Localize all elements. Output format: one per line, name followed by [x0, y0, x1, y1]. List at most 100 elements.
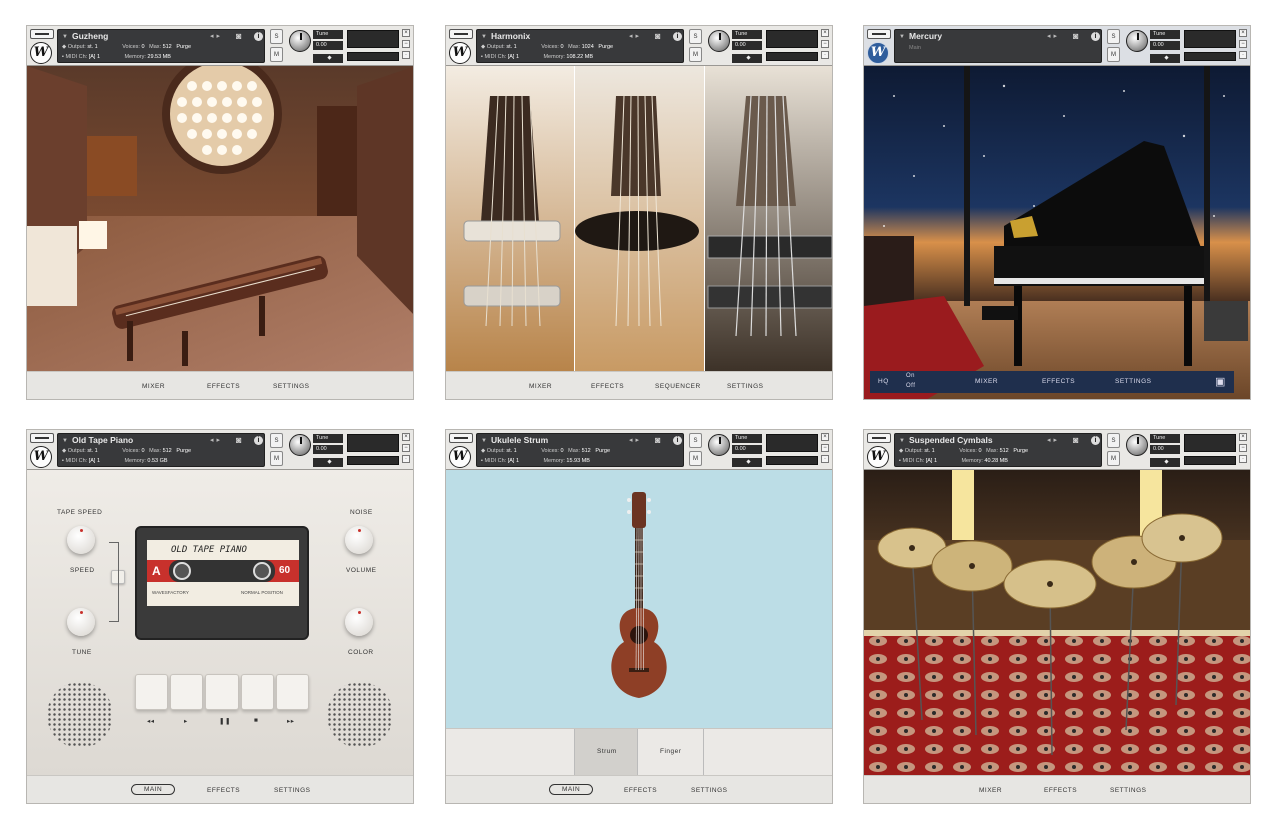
midi-channel[interactable]: [A] 1: [88, 458, 101, 464]
tune-knob[interactable]: [1126, 30, 1148, 52]
hq-on-option[interactable]: On: [906, 373, 916, 379]
instrument-nav-arrows-icon[interactable]: ◂▸: [629, 437, 643, 444]
solo-button[interactable]: S: [689, 29, 702, 44]
solo-button[interactable]: S: [270, 29, 283, 44]
midi-channel[interactable]: [A] 1: [925, 458, 938, 464]
tune-knob[interactable]: [1126, 434, 1148, 456]
footer-tab-mixer[interactable]: MIXER: [979, 787, 1003, 794]
minimize-icon[interactable]: −: [1239, 40, 1247, 48]
minimize-icon[interactable]: −: [402, 40, 410, 48]
purge-menu[interactable]: Purge: [176, 448, 192, 454]
solo-button[interactable]: S: [270, 433, 283, 448]
output-value[interactable]: st. 1: [87, 44, 98, 50]
aux-icon[interactable]: ·: [402, 455, 410, 463]
mute-button[interactable]: M: [1107, 47, 1120, 62]
footer-tab-settings[interactable]: SETTINGS: [1110, 787, 1147, 794]
play-button[interactable]: [170, 674, 204, 710]
collapse-triangle-icon[interactable]: ▼: [899, 438, 905, 444]
output-value[interactable]: st. 1: [924, 448, 935, 454]
instrument-nav-arrows-icon[interactable]: ◂▸: [629, 33, 643, 40]
solo-button[interactable]: S: [689, 433, 702, 448]
minimize-icon[interactable]: −: [402, 444, 410, 452]
collapse-triangle-icon[interactable]: ▼: [899, 34, 905, 40]
purge-menu[interactable]: Purge: [1013, 448, 1029, 454]
volume-slider[interactable]: [766, 456, 818, 465]
camera-view-icon[interactable]: ▣: [1215, 376, 1226, 388]
mute-button[interactable]: M: [689, 47, 702, 62]
fast-forward-button[interactable]: [275, 674, 310, 710]
tune-value[interactable]: 0.00: [313, 445, 343, 454]
sub-menu-label[interactable]: Main: [909, 45, 921, 51]
noise-knob[interactable]: [345, 526, 373, 554]
footer-tab-settings[interactable]: SETTINGS: [274, 787, 311, 794]
info-icon[interactable]: i: [673, 32, 682, 41]
minimize-icon[interactable]: −: [821, 444, 829, 452]
info-icon[interactable]: i: [1091, 436, 1100, 445]
max-value[interactable]: 512: [162, 44, 172, 50]
tune-value[interactable]: 0.00: [1150, 445, 1180, 454]
footer-tab-settings[interactable]: SETTINGS: [273, 383, 310, 390]
collapse-triangle-icon[interactable]: ▼: [62, 34, 68, 40]
instrument-nav-arrows-icon[interactable]: ◂▸: [210, 33, 224, 40]
mute-button[interactable]: M: [270, 47, 283, 62]
tune-knob-main[interactable]: [67, 608, 95, 636]
tune-knob[interactable]: [289, 434, 311, 456]
speed-knob[interactable]: [67, 526, 95, 554]
pause-button[interactable]: [205, 674, 239, 710]
purge-menu[interactable]: Purge: [176, 44, 192, 50]
solo-button[interactable]: S: [1107, 433, 1120, 448]
aux-icon[interactable]: ·: [402, 51, 410, 59]
camera-icon[interactable]: ◙: [655, 435, 661, 445]
aux-icon[interactable]: ·: [821, 51, 829, 59]
volume-slider[interactable]: [1184, 456, 1236, 465]
footer-tab-effects[interactable]: EFFECTS: [1044, 787, 1078, 794]
close-icon[interactable]: ×: [821, 433, 829, 441]
close-icon[interactable]: ×: [1239, 29, 1247, 37]
instrument-nav-arrows-icon[interactable]: ◂▸: [210, 437, 224, 444]
pan-slider[interactable]: ◆: [732, 54, 762, 63]
collapse-triangle-icon[interactable]: ▼: [62, 438, 68, 444]
pan-slider[interactable]: ◆: [313, 54, 343, 63]
midi-channel[interactable]: [A] 1: [88, 54, 101, 60]
close-icon[interactable]: ×: [402, 433, 410, 441]
camera-icon[interactable]: ◙: [1073, 435, 1079, 445]
pan-slider[interactable]: ◆: [313, 458, 343, 467]
hq-off-option[interactable]: Off: [906, 383, 916, 389]
footer-tab-effects[interactable]: EFFECTS: [207, 383, 241, 390]
mute-button[interactable]: M: [689, 451, 702, 466]
close-icon[interactable]: ×: [402, 29, 410, 37]
footer-tab-mixer[interactable]: MIXER: [529, 383, 553, 390]
tune-knob[interactable]: [708, 30, 730, 52]
info-icon[interactable]: i: [254, 436, 263, 445]
aux-icon[interactable]: ·: [1239, 455, 1247, 463]
aux-icon[interactable]: ·: [1239, 51, 1247, 59]
output-value[interactable]: st. 1: [506, 448, 517, 454]
close-icon[interactable]: ×: [821, 29, 829, 37]
mode-finger-button[interactable]: [638, 729, 704, 775]
close-icon[interactable]: ×: [1239, 433, 1247, 441]
volume-slider[interactable]: [766, 52, 818, 61]
rewind-button[interactable]: [135, 674, 169, 710]
camera-icon[interactable]: ◙: [236, 435, 242, 445]
footer-tab-mixer[interactable]: MIXER: [142, 383, 166, 390]
info-icon[interactable]: i: [1091, 32, 1100, 41]
tune-knob[interactable]: [708, 434, 730, 456]
footer-tab-sequencer[interactable]: SEQUENCER: [655, 383, 701, 390]
instrument-nav-arrows-icon[interactable]: ◂▸: [1047, 437, 1061, 444]
mute-button[interactable]: M: [1107, 451, 1120, 466]
mute-button[interactable]: M: [270, 451, 283, 466]
tune-value[interactable]: 0.00: [313, 41, 343, 50]
footer-tab-settings[interactable]: SETTINGS: [691, 787, 728, 794]
footer-tab-main[interactable]: MAIN: [131, 784, 176, 795]
tune-value[interactable]: 0.00: [732, 445, 762, 454]
max-value[interactable]: 512: [162, 448, 172, 454]
volume-slider[interactable]: [347, 456, 399, 465]
camera-icon[interactable]: ◙: [236, 31, 242, 41]
footer-tab-effects[interactable]: EFFECTS: [624, 787, 658, 794]
footer-tab-settings[interactable]: SETTINGS: [727, 383, 764, 390]
solo-button[interactable]: S: [1107, 29, 1120, 44]
minimize-icon[interactable]: −: [1239, 444, 1247, 452]
max-value[interactable]: 1024: [581, 44, 594, 50]
footer-tab-effects[interactable]: EFFECTS: [1042, 378, 1076, 385]
footer-tab-mixer[interactable]: MIXER: [975, 378, 999, 385]
